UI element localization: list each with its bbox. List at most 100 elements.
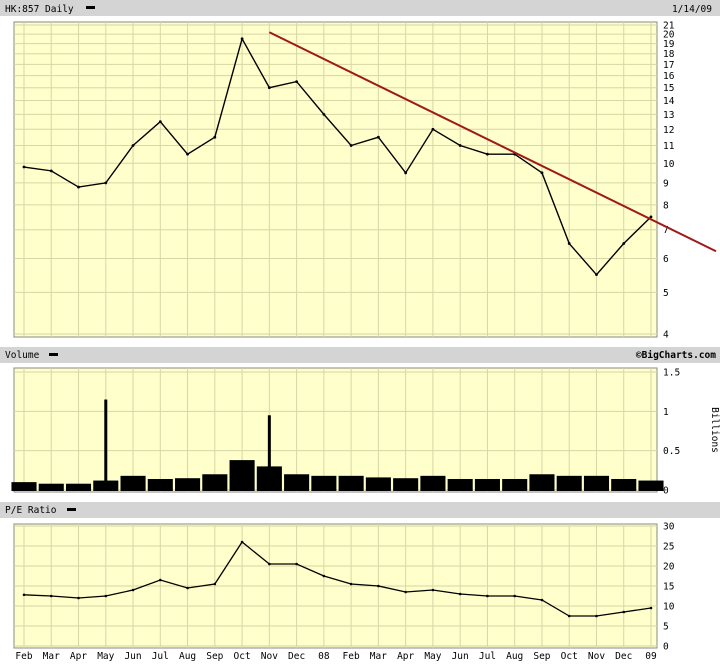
volume-bar — [365, 477, 391, 491]
pe-tick-label: 25 — [663, 542, 674, 553]
price-point — [595, 273, 598, 277]
x-tick-label: 09 — [645, 651, 657, 662]
price-tick-label: 17 — [663, 60, 674, 71]
resistance-trendline — [268, 31, 717, 253]
price-point — [49, 169, 53, 173]
price-point — [213, 135, 217, 139]
pe-point — [540, 598, 544, 602]
pe-point — [486, 594, 489, 598]
bigcharts-watermark: ©BigCharts.com — [636, 350, 716, 361]
volume-layer: 0 0.5 1 1.5 — [11, 368, 680, 497]
price-point — [622, 242, 626, 245]
header-date: 1/14/09 — [672, 4, 712, 15]
pe-point — [213, 582, 217, 586]
price-point — [104, 181, 108, 185]
pe-point — [240, 540, 244, 544]
price-tick-label: 12 — [663, 125, 674, 136]
pe-point — [22, 593, 26, 597]
price-point — [376, 135, 380, 139]
pe-tick-label: 15 — [663, 582, 674, 593]
x-tick-label: Oct — [234, 651, 251, 662]
volume-bar — [338, 475, 364, 491]
x-tick-label: Jun — [452, 651, 469, 662]
pe-series-line — [23, 541, 652, 617]
pe-label: P/E Ratio — [5, 505, 57, 516]
price-tick-label: 15 — [663, 83, 674, 94]
x-tick-label: Aug — [506, 651, 523, 662]
pe-tick-label: 10 — [663, 602, 675, 613]
volume-spike — [267, 415, 271, 491]
x-tick-label: Feb — [15, 651, 32, 662]
pe-point — [431, 588, 435, 592]
x-tick-label: Jul — [479, 651, 496, 662]
x-tick-label: Sep — [206, 651, 223, 662]
volume-bar — [11, 482, 37, 491]
volume-bar — [175, 478, 201, 491]
pe-tick-label: 5 — [663, 622, 669, 633]
pe-point — [49, 594, 53, 598]
price-point — [131, 144, 135, 147]
pe-tick-label: 0 — [663, 642, 669, 653]
pe-point — [595, 614, 598, 618]
volume-header-bar — [0, 347, 720, 363]
pe-point — [404, 590, 407, 594]
pe-point — [649, 606, 653, 610]
volume-tick-label: 0.5 — [663, 446, 680, 457]
pe-legend-icon — [67, 508, 76, 511]
volume-bar — [311, 475, 337, 491]
x-tick-label: 08 — [318, 651, 330, 662]
volume-plot-area — [13, 367, 658, 493]
x-tick-label: Mar — [43, 651, 60, 662]
volume-spike — [104, 399, 108, 491]
price-plot-area — [13, 21, 658, 338]
x-tick-label: Nov — [261, 651, 278, 662]
pe-point — [159, 578, 162, 582]
volume-bar — [474, 478, 500, 491]
price-tick-label: 14 — [663, 96, 675, 107]
volume-bar — [229, 460, 255, 491]
price-point — [77, 185, 80, 189]
x-tick-label: Dec — [615, 651, 632, 662]
x-tick-label: Feb — [343, 651, 360, 662]
x-tick-label: Dec — [288, 651, 305, 662]
x-tick-label: Sep — [533, 651, 550, 662]
volume-tick-label: 0 — [663, 486, 669, 497]
volume-bar — [638, 480, 664, 491]
pe-point — [322, 574, 326, 578]
price-tick-label: 4 — [663, 330, 669, 341]
volume-bar — [556, 475, 582, 491]
price-series-line — [23, 36, 652, 276]
x-tick-label: Mar — [370, 651, 387, 662]
price-tick-label: 16 — [663, 71, 675, 82]
price-point — [295, 80, 299, 83]
x-tick-label: Oct — [561, 651, 578, 662]
price-tick-label: 9 — [663, 178, 669, 189]
volume-bar — [447, 478, 473, 491]
volume-bar — [202, 474, 228, 491]
x-tick-label: Apr — [70, 651, 87, 662]
pe-tick-label: 30 — [663, 522, 675, 533]
price-tick-label: 20 — [663, 30, 675, 41]
pe-layer: 0 5 10 15 20 25 30 — [14, 522, 675, 653]
volume-bar — [65, 483, 92, 491]
volume-bar — [611, 478, 637, 491]
price-point — [322, 112, 326, 116]
price-point — [22, 165, 26, 169]
price-tick-label: 8 — [663, 200, 669, 211]
pe-point — [77, 596, 80, 600]
x-axis: Feb Mar Apr May Jun Jul Aug Sep Oct Nov Dec 08 Feb Ma… — [15, 651, 657, 662]
price-point — [404, 171, 408, 175]
pe-point — [567, 614, 571, 618]
price-tick-label: 6 — [663, 254, 669, 265]
pe-point — [295, 562, 298, 566]
volume-unit-label: Billions — [709, 407, 720, 453]
pe-point — [104, 594, 108, 598]
pe-point — [131, 588, 135, 592]
price-tick-label: 19 — [663, 39, 675, 50]
volume-tick-label: 1 — [663, 407, 669, 418]
volume-bar — [420, 475, 446, 491]
price-point — [540, 171, 544, 175]
volume-tick-label: 1.5 — [663, 368, 680, 379]
